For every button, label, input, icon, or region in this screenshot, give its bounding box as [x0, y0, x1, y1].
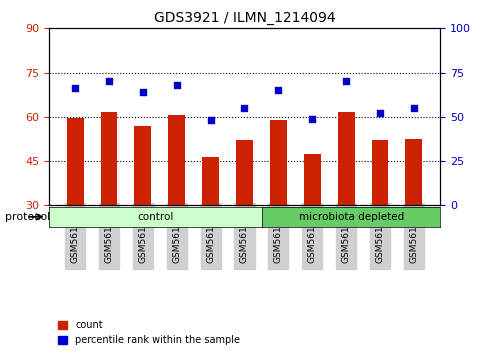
- Point: [375, 110, 383, 116]
- Bar: [269, 120, 286, 205]
- Bar: [66, 118, 83, 205]
- Text: control: control: [137, 212, 173, 222]
- Bar: [303, 154, 320, 205]
- Bar: [236, 141, 252, 205]
- Point: [139, 89, 146, 95]
- Point: [342, 79, 349, 84]
- Text: microbiota depleted: microbiota depleted: [298, 212, 403, 222]
- Bar: [202, 156, 219, 205]
- Bar: [405, 139, 422, 205]
- Point: [409, 105, 417, 111]
- Point: [71, 86, 79, 91]
- Point: [105, 79, 113, 84]
- Legend: count, percentile rank within the sample: count, percentile rank within the sample: [54, 316, 244, 349]
- Point: [308, 116, 316, 121]
- Bar: [134, 126, 151, 205]
- Text: protocol: protocol: [5, 212, 50, 222]
- Bar: [371, 141, 387, 205]
- Point: [274, 87, 282, 93]
- Point: [240, 105, 248, 111]
- Point: [206, 118, 214, 123]
- Text: GDS3921 / ILMN_1214094: GDS3921 / ILMN_1214094: [153, 11, 335, 25]
- Bar: [337, 113, 354, 205]
- Bar: [168, 115, 185, 205]
- Point: [172, 82, 180, 88]
- Bar: [101, 113, 117, 205]
